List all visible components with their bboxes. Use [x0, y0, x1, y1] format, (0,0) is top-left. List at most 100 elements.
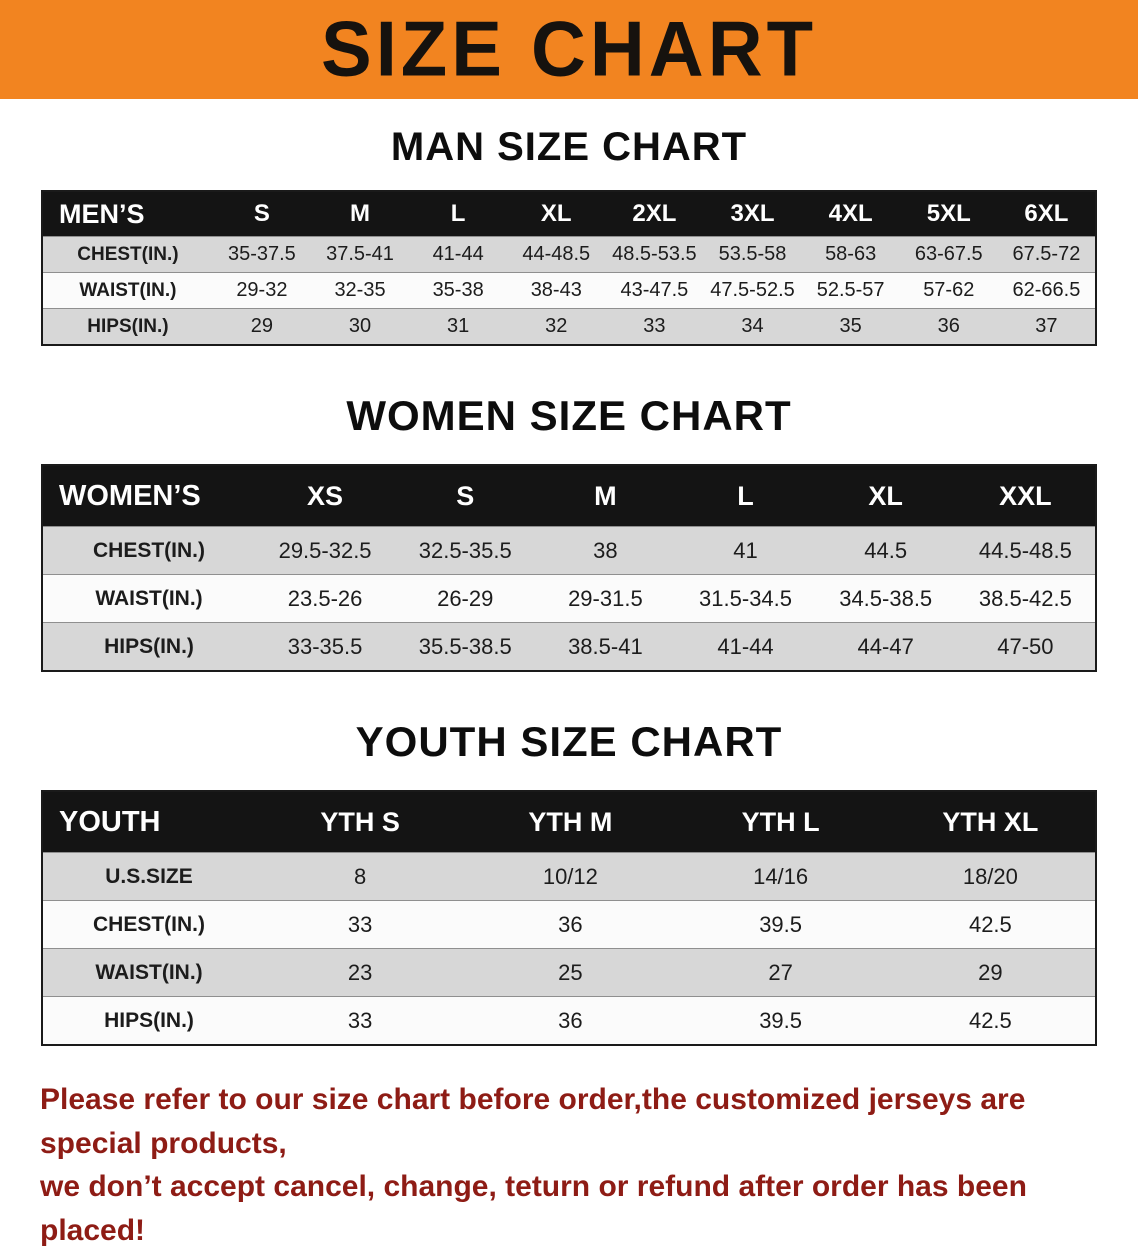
row-label: CHEST(IN.)	[42, 236, 213, 273]
size-value-cell: 29-32	[212, 272, 311, 309]
size-value-cell: 27	[675, 948, 886, 997]
size-value-cell: 58-63	[801, 236, 900, 273]
size-value-cell: 44-48.5	[507, 236, 606, 273]
size-value-cell: 18/20	[885, 852, 1096, 901]
size-value-cell: 38.5-42.5	[955, 574, 1096, 623]
table-corner-label: MEN’S	[42, 191, 213, 237]
size-value-cell: 33	[605, 308, 704, 345]
size-value-cell: 33	[254, 900, 466, 949]
size-value-cell: 47.5-52.5	[703, 272, 802, 309]
size-value-cell: 35-38	[409, 272, 508, 309]
size-value-cell: 8	[254, 852, 466, 901]
size-column-header: XL	[815, 465, 956, 527]
row-label: HIPS(IN.)	[42, 308, 213, 345]
men-size-table: MEN’S S M L XL 2XL 3XL 4XL 5XL 6XL CHEST(IN.) 35-37…	[41, 190, 1097, 346]
size-column-header: YTH L	[675, 791, 886, 853]
size-column-header: 4XL	[801, 191, 900, 237]
size-value-cell: 32-35	[310, 272, 410, 309]
table-header-row: MEN’S S M L XL 2XL 3XL 4XL 5XL 6XL	[42, 191, 1096, 237]
size-value-cell: 30	[310, 308, 410, 345]
size-value-cell: 43-47.5	[605, 272, 704, 309]
size-value-cell: 31.5-34.5	[675, 574, 816, 623]
size-value-cell: 10/12	[465, 852, 676, 901]
size-value-cell: 29-31.5	[535, 574, 676, 623]
size-value-cell: 23.5-26	[254, 574, 396, 623]
section-title-women: WOMEN SIZE CHART	[346, 392, 792, 439]
size-value-cell: 48.5-53.5	[605, 236, 704, 273]
size-value-cell: 34	[703, 308, 802, 345]
table-header-row: YOUTH YTH S YTH M YTH L YTH XL	[42, 791, 1096, 853]
size-column-header: YTH S	[254, 791, 466, 853]
row-label: HIPS(IN.)	[42, 622, 255, 671]
size-value-cell: 35	[801, 308, 900, 345]
section-youth: YOUTH SIZE CHART YOUTH YTH S YTH M YTH L YTH…	[0, 718, 1138, 1046]
size-column-header: M	[310, 191, 410, 237]
size-column-header: XS	[254, 465, 396, 527]
size-value-cell: 36	[899, 308, 998, 345]
size-value-cell: 33-35.5	[254, 622, 396, 671]
size-column-header: YTH M	[465, 791, 676, 853]
table-row: HIPS(IN.) 29 30 31 32 33 34 35 36 37	[42, 308, 1096, 345]
row-label: U.S.SIZE	[42, 852, 255, 901]
row-label: HIPS(IN.)	[42, 996, 255, 1045]
size-value-cell: 37.5-41	[310, 236, 410, 273]
size-column-header: XXL	[955, 465, 1096, 527]
size-column-header: 5XL	[899, 191, 998, 237]
size-value-cell: 39.5	[675, 900, 886, 949]
banner: SIZE CHART	[0, 0, 1138, 99]
size-value-cell: 63-67.5	[899, 236, 998, 273]
size-value-cell: 53.5-58	[703, 236, 802, 273]
size-value-cell: 25	[465, 948, 676, 997]
page-title: SIZE CHART	[321, 6, 817, 93]
section-women: WOMEN SIZE CHART WOMEN’S XS S M L XL XXL CHEST(…	[0, 392, 1138, 672]
size-value-cell: 38.5-41	[535, 622, 676, 671]
size-value-cell: 26-29	[395, 574, 536, 623]
size-value-cell: 41-44	[675, 622, 816, 671]
size-value-cell: 35-37.5	[212, 236, 311, 273]
footer-note: Please refer to our size chart before or…	[40, 1078, 1110, 1252]
footer-note-line-1: Please refer to our size chart before or…	[40, 1083, 1026, 1160]
section-title-men: MAN SIZE CHART	[390, 125, 748, 169]
section-title-youth: YOUTH SIZE CHART	[355, 718, 783, 765]
section-men: MAN SIZE CHART MEN’S S M L XL 2XL 3XL 4XL 5XL 6XL…	[0, 125, 1138, 346]
size-value-cell: 42.5	[885, 996, 1096, 1045]
table-row: HIPS(IN.) 33-35.5 35.5-38.5 38.5-41 41-44 44-…	[42, 622, 1096, 671]
size-value-cell: 42.5	[885, 900, 1096, 949]
size-value-cell: 23	[254, 948, 466, 997]
size-value-cell: 41-44	[409, 236, 508, 273]
size-value-cell: 37	[997, 308, 1096, 345]
size-value-cell: 29	[885, 948, 1096, 997]
size-value-cell: 36	[465, 900, 676, 949]
size-column-header: 2XL	[605, 191, 704, 237]
size-value-cell: 47-50	[955, 622, 1096, 671]
size-column-header: L	[675, 465, 816, 527]
size-column-header: S	[395, 465, 536, 527]
size-column-header: 3XL	[703, 191, 802, 237]
table-row: WAIST(IN.) 29-32 32-35 35-38 38-43 43-47.5 47.…	[42, 272, 1096, 309]
size-value-cell: 44.5	[815, 526, 956, 575]
size-value-cell: 35.5-38.5	[395, 622, 536, 671]
table-row: CHEST(IN.) 33 36 39.5 42.5	[42, 900, 1096, 949]
size-value-cell: 14/16	[675, 852, 886, 901]
size-value-cell: 38	[535, 526, 676, 575]
row-label: CHEST(IN.)	[42, 526, 255, 575]
size-column-header: YTH XL	[885, 791, 1096, 853]
row-label: WAIST(IN.)	[42, 574, 255, 623]
table-header-row: WOMEN’S XS S M L XL XXL	[42, 465, 1096, 527]
footer-note-line-2: we don’t accept cancel, change, teturn o…	[40, 1170, 1027, 1247]
size-value-cell: 32.5-35.5	[395, 526, 536, 575]
size-value-cell: 41	[675, 526, 816, 575]
size-column-header: M	[535, 465, 676, 527]
women-size-table: WOMEN’S XS S M L XL XXL CHEST(IN.) 29.5-32.5 32.5…	[41, 464, 1097, 672]
table-row: WAIST(IN.) 23 25 27 29	[42, 948, 1096, 997]
size-value-cell: 38-43	[507, 272, 606, 309]
size-value-cell: 33	[254, 996, 466, 1045]
size-column-header: 6XL	[997, 191, 1096, 237]
size-value-cell: 31	[409, 308, 508, 345]
size-value-cell: 67.5-72	[997, 236, 1096, 273]
table-row: U.S.SIZE 8 10/12 14/16 18/20	[42, 852, 1096, 901]
size-value-cell: 34.5-38.5	[815, 574, 956, 623]
size-value-cell: 57-62	[899, 272, 998, 309]
table-corner-label: WOMEN’S	[42, 465, 255, 527]
